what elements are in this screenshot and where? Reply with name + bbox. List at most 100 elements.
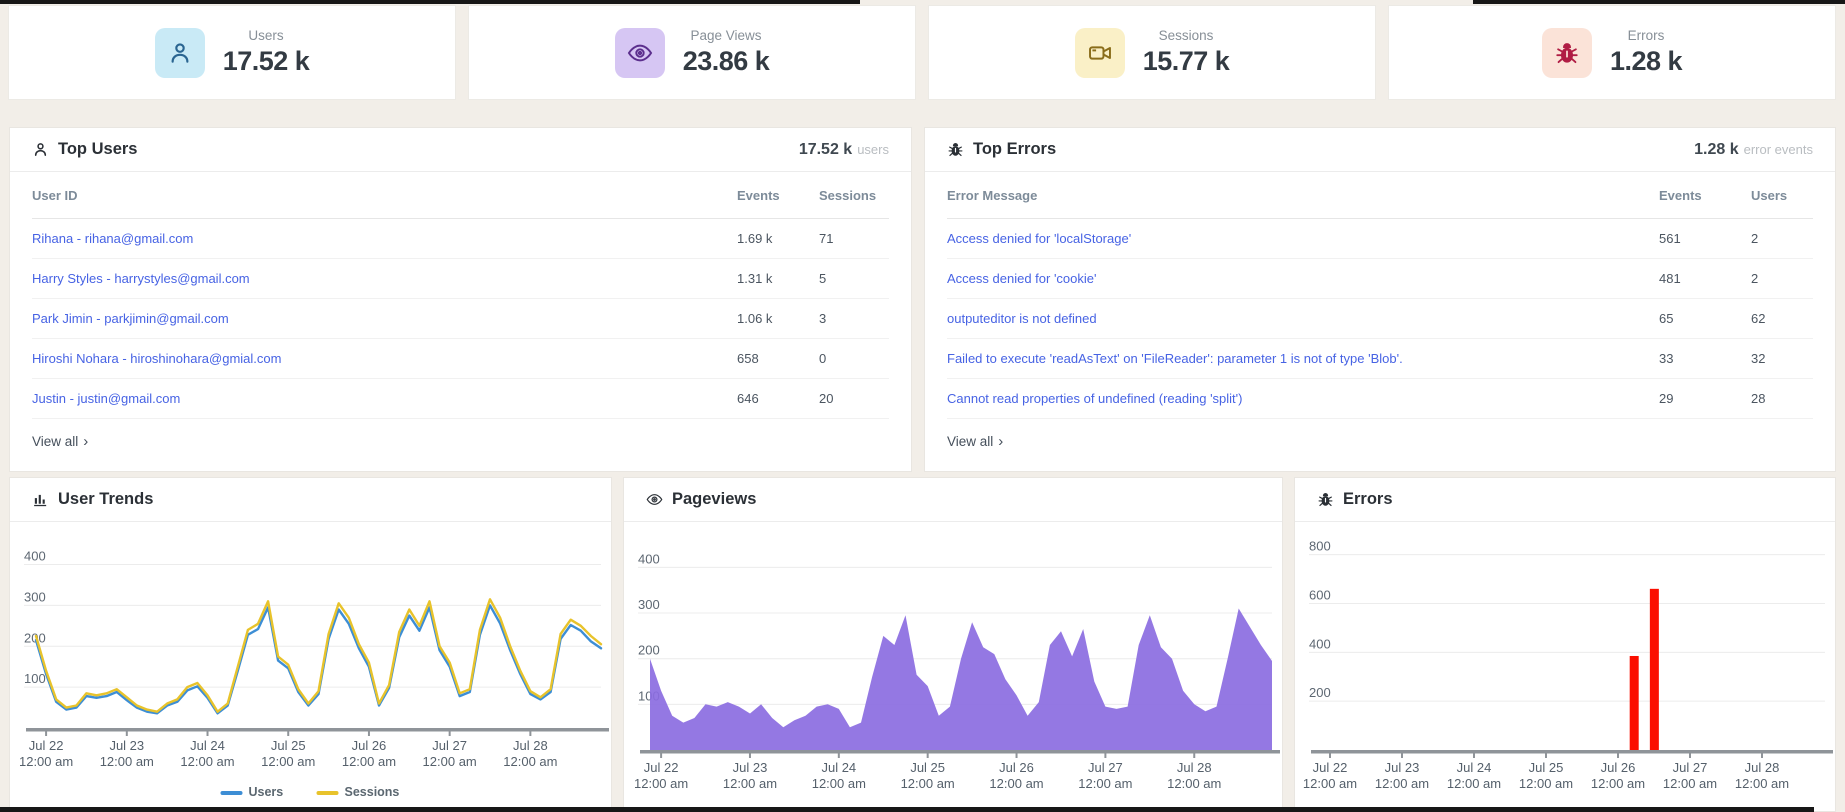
panel-title-text: Top Errors bbox=[973, 140, 1057, 158]
svg-text:12:00 am: 12:00 am bbox=[1519, 776, 1573, 791]
error-link[interactable]: outputeditor is not defined bbox=[947, 311, 1097, 326]
users-cell: 62 bbox=[1751, 311, 1766, 326]
error-link[interactable]: Access denied for 'cookie' bbox=[947, 271, 1097, 286]
table-row: Justin - justin@gmail.com 646 20 bbox=[32, 379, 889, 419]
users-cell: 2 bbox=[1751, 231, 1759, 246]
svg-text:800: 800 bbox=[1309, 539, 1331, 554]
sessions-cell: 5 bbox=[819, 271, 827, 286]
svg-text:Jul 23: Jul 23 bbox=[109, 738, 144, 753]
svg-text:12:00 am: 12:00 am bbox=[423, 754, 477, 769]
svg-text:Jul 27: Jul 27 bbox=[1673, 760, 1708, 775]
video-camera-icon bbox=[1074, 27, 1125, 78]
users-cell: 2 bbox=[1751, 271, 1759, 286]
events-cell: 481 bbox=[1659, 271, 1681, 286]
stat-card-page-views: Page Views 23.86 k bbox=[468, 5, 916, 100]
panel-title-text: Errors bbox=[1343, 490, 1393, 508]
eye-icon bbox=[614, 27, 665, 78]
top-users-view-all-link[interactable]: View all › bbox=[10, 419, 911, 463]
stat-value: 1.28 k bbox=[1609, 46, 1683, 76]
svg-text:12:00 am: 12:00 am bbox=[1591, 776, 1645, 791]
svg-text:Jul 24: Jul 24 bbox=[1457, 760, 1492, 775]
svg-text:12:00 am: 12:00 am bbox=[342, 754, 396, 769]
user-link[interactable]: Hiroshi Nohara - hiroshinohara@gmial.com bbox=[32, 351, 282, 366]
svg-text:12:00 am: 12:00 am bbox=[989, 776, 1043, 791]
svg-text:Jul 22: Jul 22 bbox=[29, 738, 64, 753]
svg-text:400: 400 bbox=[1309, 636, 1331, 651]
svg-text:12:00 am: 12:00 am bbox=[634, 776, 688, 791]
user-link[interactable]: Rihana - rihana@gmail.com bbox=[32, 231, 194, 246]
user-icon bbox=[154, 27, 205, 78]
svg-text:12:00 am: 12:00 am bbox=[100, 754, 154, 769]
svg-text:400: 400 bbox=[638, 551, 660, 566]
bug-icon bbox=[1541, 27, 1592, 78]
panel-title-text: Pageviews bbox=[672, 490, 757, 508]
bug-icon bbox=[948, 143, 963, 157]
svg-text:100: 100 bbox=[24, 671, 46, 686]
top-errors-panel: Top Errors 1.28 k error events Error Mes… bbox=[924, 127, 1836, 472]
stat-card-errors: Errors 1.28 k bbox=[1388, 5, 1836, 100]
pageviews-panel: Pageviews 100 200 300 400 Jul 22 12:00 am Jul … bbox=[623, 477, 1283, 812]
svg-text:Jul 27: Jul 27 bbox=[432, 738, 467, 753]
user-icon bbox=[34, 143, 47, 156]
top-errors-table-header: Error Message Events Users bbox=[947, 172, 1813, 219]
user-link[interactable]: Park Jimin - parkjimin@gmail.com bbox=[32, 311, 229, 326]
top-errors-total: 1.28 k bbox=[1694, 140, 1739, 158]
stat-card-sessions: Sessions 15.77 k bbox=[928, 5, 1376, 100]
table-row: Access denied for 'cookie' 481 2 bbox=[947, 259, 1813, 299]
user-trends-panel: User Trends 100 200 300 400 Jul 22 12:00 am Ju… bbox=[9, 477, 612, 812]
stat-label: Sessions bbox=[1158, 28, 1214, 43]
events-cell: 1.69 k bbox=[737, 231, 773, 246]
sessions-cell: 71 bbox=[819, 231, 834, 246]
svg-text:Jul 28: Jul 28 bbox=[513, 738, 548, 753]
errors-panel: Errors 200 400 600 800 Jul 22 12:00 am Jul 23 1… bbox=[1294, 477, 1836, 812]
svg-text:Jul 26: Jul 26 bbox=[999, 760, 1034, 775]
events-cell: 646 bbox=[737, 391, 759, 406]
svg-text:12:00 am: 12:00 am bbox=[1303, 776, 1357, 791]
svg-text:Jul 26: Jul 26 bbox=[1601, 760, 1636, 775]
svg-text:12:00 am: 12:00 am bbox=[503, 754, 557, 769]
error-link[interactable]: Failed to execute 'readAsText' on 'FileR… bbox=[947, 351, 1403, 366]
events-cell: 1.31 k bbox=[737, 271, 773, 286]
svg-text:Jul 22: Jul 22 bbox=[1313, 760, 1348, 775]
svg-text:200: 200 bbox=[1309, 685, 1331, 700]
table-row: outputeditor is not defined 65 62 bbox=[947, 299, 1813, 339]
svg-text:400: 400 bbox=[24, 549, 46, 564]
svg-text:Sessions: Sessions bbox=[345, 785, 400, 799]
table-row: Failed to execute 'readAsText' on 'FileR… bbox=[947, 339, 1813, 379]
error-link[interactable]: Access denied for 'localStorage' bbox=[947, 231, 1132, 246]
error-link[interactable]: Cannot read properties of undefined (rea… bbox=[947, 391, 1243, 406]
col-error-message: Error Message bbox=[947, 187, 1038, 203]
top-users-total: 17.52 k bbox=[798, 140, 853, 158]
svg-text:12:00 am: 12:00 am bbox=[1663, 776, 1717, 791]
window-edge-top-right bbox=[1473, 0, 1845, 4]
table-row: Hiroshi Nohara - hiroshinohara@gmial.com… bbox=[32, 339, 889, 379]
window-edge-bottom bbox=[0, 807, 1814, 812]
sessions-cell: 0 bbox=[819, 351, 827, 366]
window-edge-top-left bbox=[0, 0, 860, 4]
svg-text:Jul 26: Jul 26 bbox=[352, 738, 387, 753]
stat-label: Errors bbox=[1627, 28, 1665, 43]
user-link[interactable]: Harry Styles - harrystyles@gmail.com bbox=[32, 271, 250, 286]
stat-value: 17.52 k bbox=[222, 46, 310, 76]
users-cell: 32 bbox=[1751, 351, 1766, 366]
top-errors-total-unit: error events bbox=[1743, 142, 1813, 157]
svg-text:12:00 am: 12:00 am bbox=[180, 754, 234, 769]
col-users: Users bbox=[1751, 187, 1788, 203]
top-errors-view-all-link[interactable]: View all › bbox=[925, 419, 1835, 463]
table-row: Park Jimin - parkjimin@gmail.com 1.06 k … bbox=[32, 299, 889, 339]
view-all-label: View all bbox=[947, 433, 994, 449]
user-trends-title: User Trends bbox=[32, 490, 153, 509]
svg-text:300: 300 bbox=[24, 589, 46, 604]
user-link[interactable]: Justin - justin@gmail.com bbox=[32, 391, 181, 406]
events-cell: 561 bbox=[1659, 231, 1681, 246]
table-row: Rihana - rihana@gmail.com 1.69 k 71 bbox=[32, 219, 889, 259]
sessions-cell: 3 bbox=[819, 311, 827, 326]
svg-text:12:00 am: 12:00 am bbox=[1375, 776, 1429, 791]
table-row: Harry Styles - harrystyles@gmail.com 1.3… bbox=[32, 259, 889, 299]
panel-title-text: User Trends bbox=[58, 490, 154, 508]
stat-value: 15.77 k bbox=[1142, 46, 1230, 76]
svg-text:12:00 am: 12:00 am bbox=[19, 754, 73, 769]
svg-text:300: 300 bbox=[638, 597, 660, 612]
users-cell: 28 bbox=[1751, 391, 1766, 406]
